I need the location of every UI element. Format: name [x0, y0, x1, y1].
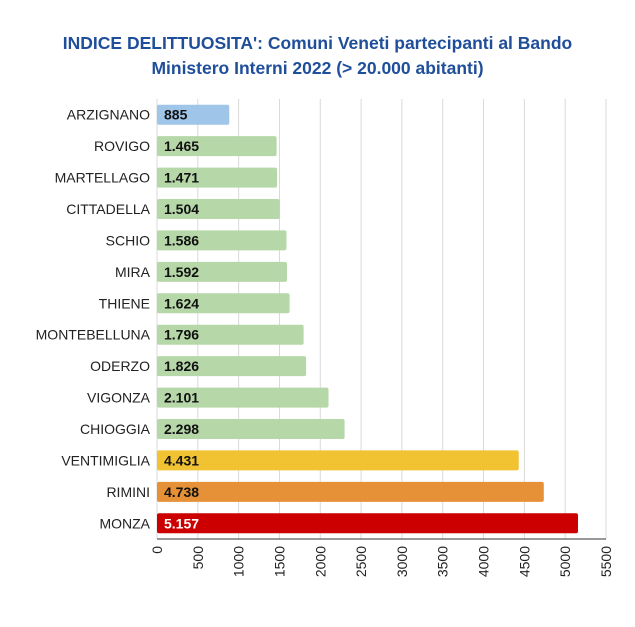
bar — [157, 167, 278, 188]
bar — [157, 419, 345, 439]
category-label: ROVIGO — [94, 138, 150, 154]
category-label: SCHIO — [106, 232, 150, 248]
category-label: CHIOGGIA — [80, 421, 151, 437]
value-label: 2.298 — [164, 421, 199, 437]
x-tick-label: 4000 — [476, 546, 492, 577]
bar — [157, 450, 519, 471]
value-label: 1.826 — [164, 358, 199, 374]
bar — [157, 481, 544, 502]
category-label: MIRA — [115, 264, 151, 280]
bar — [157, 199, 280, 219]
category-label: VENTIMIGLIA — [61, 452, 150, 468]
category-label: MONTEBELLUNA — [36, 327, 151, 343]
value-label: 1.624 — [164, 295, 199, 311]
x-tick-label: 5000 — [557, 546, 573, 577]
bar — [157, 324, 304, 345]
bar — [157, 104, 230, 125]
value-label: 1.471 — [164, 170, 199, 186]
category-label: MONZA — [99, 515, 150, 531]
value-label: 1.592 — [164, 264, 199, 280]
value-label: 885 — [164, 107, 188, 123]
bar — [157, 387, 329, 408]
x-tick-label: 2000 — [312, 546, 328, 577]
bar — [157, 513, 578, 534]
category-label: CITTADELLA — [66, 201, 150, 217]
x-tick-label: 500 — [190, 546, 206, 570]
value-label: 4.431 — [164, 452, 199, 468]
bar — [157, 356, 307, 377]
category-label: ODERZO — [90, 358, 150, 374]
value-label: 5.157 — [164, 515, 199, 531]
value-label: 1.796 — [164, 327, 199, 343]
bar — [157, 261, 287, 282]
x-tick-label: 4500 — [516, 546, 532, 577]
bar — [157, 293, 290, 314]
category-label: VIGONZA — [87, 390, 151, 406]
x-tick-label: 1500 — [271, 546, 287, 577]
x-tick-label: 2500 — [353, 546, 369, 577]
bar — [157, 230, 287, 251]
value-label: 2.101 — [164, 390, 199, 406]
value-label: 4.738 — [164, 484, 199, 500]
category-label: THIENE — [99, 295, 150, 311]
x-tick-label: 0 — [149, 546, 165, 554]
category-label: ARZIGNANO — [67, 107, 150, 123]
chart-title-line-2: Ministero Interni 2022 (> 20.000 abitant… — [151, 58, 484, 78]
bar — [157, 136, 277, 157]
chart-title-line-1: INDICE DELITTUOSITA': Comuni Veneti part… — [62, 33, 573, 53]
value-label: 1.586 — [164, 232, 199, 248]
value-label: 1.504 — [164, 201, 199, 217]
x-tick-label: 1000 — [231, 546, 247, 577]
x-tick-label: 3500 — [435, 546, 451, 577]
x-tick-label: 3000 — [394, 546, 410, 577]
category-label: MARTELLAGO — [55, 170, 151, 186]
value-label: 1.465 — [164, 138, 199, 154]
x-tick-label: 5500 — [598, 546, 614, 577]
category-label: RIMINI — [106, 484, 150, 500]
